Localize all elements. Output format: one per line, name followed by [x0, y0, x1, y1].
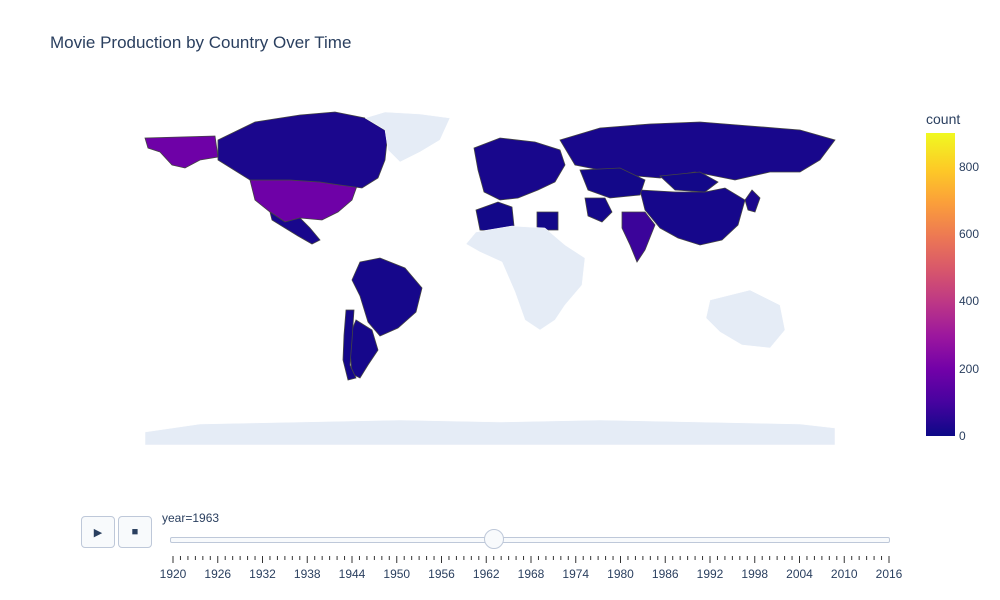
slider-tick-label: 1932 — [249, 567, 276, 581]
slider-tick-label: 2016 — [875, 567, 903, 581]
slider-tick-label: 1950 — [383, 567, 411, 581]
region-egypt[interactable] — [536, 211, 559, 231]
region-greenland[interactable] — [364, 111, 451, 163]
region-antarctica[interactable] — [144, 419, 836, 446]
slider-handle[interactable] — [483, 529, 504, 549]
slider-tick-label: 2010 — [830, 567, 858, 581]
colorbar-tick-label: 600 — [959, 227, 980, 241]
slider-tick-label: 2004 — [786, 567, 813, 581]
region-iran[interactable] — [584, 197, 613, 223]
colorbar-tick-label: 800 — [959, 159, 980, 174]
region-japan[interactable] — [744, 189, 761, 213]
region-africa[interactable] — [465, 225, 586, 331]
colorbar — [926, 133, 955, 436]
slider-tick-label: 1992 — [696, 567, 724, 581]
region-brazil[interactable] — [351, 257, 423, 337]
slider-tick-label: 1998 — [741, 567, 769, 581]
colorbar-tick-label: 400 — [959, 294, 980, 309]
colorbar-tick-label: 0 — [959, 429, 966, 443]
play-button[interactable]: ▶ — [81, 516, 115, 548]
stop-icon: ■ — [131, 526, 139, 538]
slider-tick-label: 1926 — [204, 567, 232, 581]
slider-tick-label: 1920 — [159, 567, 187, 581]
slider-tick-label: 1968 — [517, 567, 545, 581]
region-kazakhstan[interactable] — [579, 167, 646, 199]
slider-track[interactable] — [170, 537, 890, 543]
slider-tick-label: 1956 — [428, 567, 455, 581]
chart-title: Movie Production by Country Over Time — [50, 33, 352, 52]
region-canada[interactable] — [217, 111, 389, 189]
slider-tick-label: 1980 — [607, 567, 634, 581]
slider-current-value: year=1963 — [162, 511, 220, 525]
region-mongolia[interactable] — [659, 171, 719, 193]
slider-tick-label: 1944 — [338, 567, 366, 581]
region-australia[interactable] — [705, 289, 786, 349]
region-mexico[interactable] — [269, 211, 321, 245]
colorbar-title: count — [926, 111, 961, 127]
slider-tick-label: 1974 — [562, 567, 590, 581]
region-chile[interactable] — [342, 309, 357, 381]
play-icon: ▶ — [93, 526, 103, 539]
slider-tick-label: 1986 — [651, 567, 679, 581]
stop-button[interactable]: ■ — [118, 516, 152, 548]
region-europe[interactable] — [473, 137, 566, 201]
region-india[interactable] — [621, 211, 656, 263]
colorbar-tick-label: 200 — [959, 361, 980, 376]
slider-tick-label: 1962 — [472, 567, 500, 581]
slider-tick-label: 1938 — [293, 567, 321, 581]
region-alaska[interactable] — [144, 135, 219, 169]
